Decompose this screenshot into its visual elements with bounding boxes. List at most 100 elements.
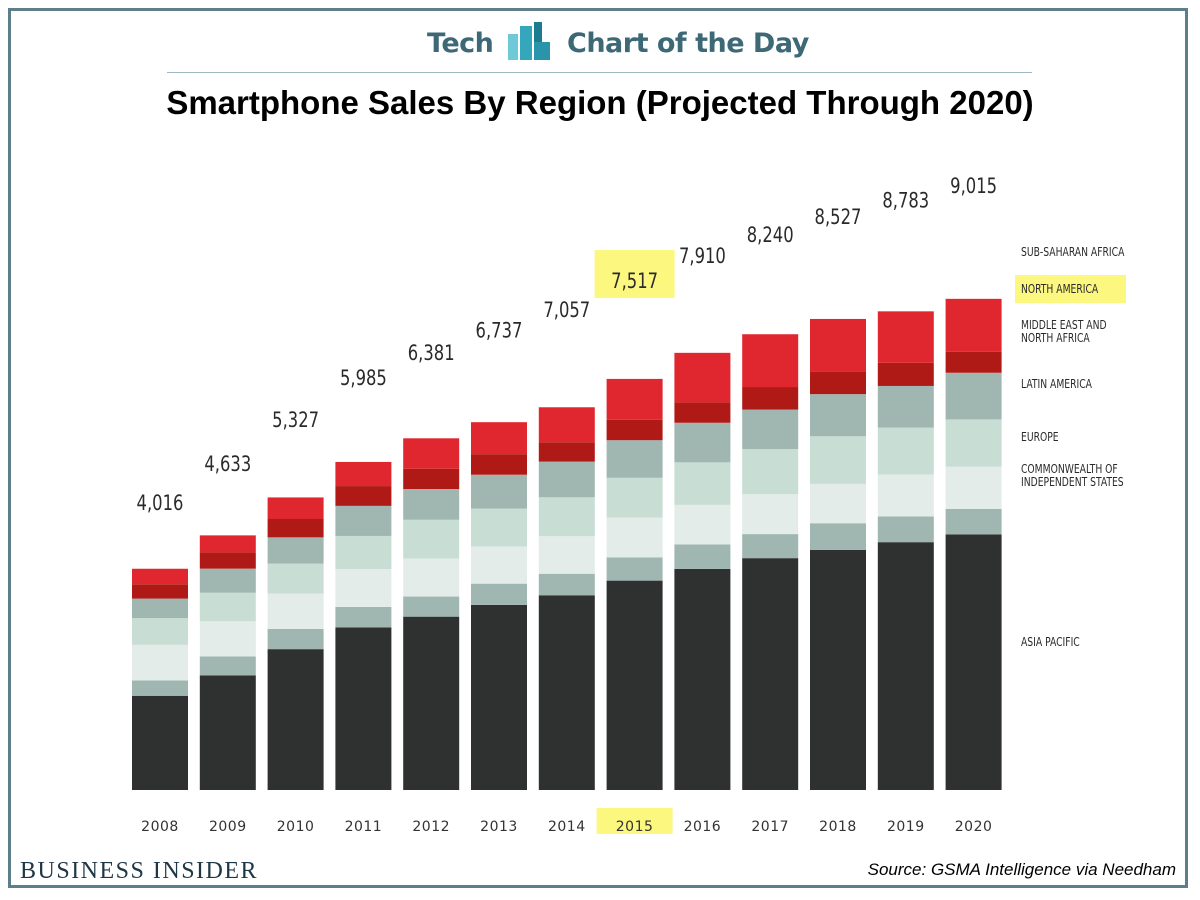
bar-segment-2013-5 (471, 454, 527, 475)
x-tick-label-2014: 2014 (548, 819, 586, 835)
total-label-2017: 8,240 (747, 224, 794, 247)
bar-segment-2016-3 (674, 462, 731, 505)
bar-segment-2012-0 (403, 616, 460, 790)
bar-segment-2012-1 (403, 596, 460, 617)
bar-segment-2019-5 (877, 362, 934, 386)
bar-segment-2019-0 (877, 542, 934, 790)
bar-segment-2017-5 (742, 387, 799, 410)
x-tick-label-2016: 2016 (684, 819, 722, 835)
bar-segment-2017-1 (742, 534, 799, 559)
bar-segment-2017-6 (742, 334, 799, 388)
bar-segment-2020-2 (945, 466, 1002, 509)
bar-segment-2013-4 (471, 474, 527, 509)
year-highlight (596, 808, 673, 834)
bar-segment-2010-5 (267, 519, 324, 538)
bar-segment-2010-6 (267, 497, 324, 520)
bar-segment-2013-1 (471, 583, 527, 605)
bar-segment-2019-2 (877, 474, 934, 517)
bar-segment-2012-5 (403, 468, 460, 489)
bar-segment-2015-6 (606, 378, 663, 420)
brand-tech: Tech (427, 28, 494, 59)
bar-segment-2014-1 (538, 573, 595, 596)
total-label-2020: 9,015 (950, 175, 997, 198)
business-insider-logo: BUSINESS INSIDER (20, 858, 259, 884)
x-tick-label-2020: 2020 (955, 819, 993, 835)
chart-title: Smartphone Sales By Region (Projected Th… (166, 84, 1034, 121)
chart-of-the-day-icon (508, 22, 550, 60)
bar-segment-2013-0 (471, 604, 527, 790)
bar-segment-2011-1 (335, 606, 392, 628)
bar-segment-2019-4 (877, 385, 934, 428)
bar-segment-2015-3 (606, 477, 663, 518)
total-label-2010: 5,327 (272, 409, 319, 432)
x-tick-label-2015: 2015 (616, 819, 654, 835)
bar-segment-2014-6 (538, 407, 595, 443)
bar-segment-2008-5 (132, 584, 188, 599)
total-label-2012: 6,381 (408, 342, 455, 365)
bar-segment-2008-2 (132, 644, 188, 681)
legend-label-asia-pacific: ASIA PACIFIC (1021, 634, 1080, 649)
x-tick-label-2013: 2013 (480, 819, 518, 835)
bar-segment-2011-0 (335, 627, 392, 790)
bar-segment-2020-1 (945, 508, 1002, 535)
bar-segment-2019-3 (877, 427, 934, 475)
bar-segment-2020-5 (945, 351, 1002, 373)
bar-segment-2011-2 (335, 569, 392, 607)
legend-label-commonwealth-of-independent-states: COMMONWEALTH OF INDEPENDENT STATES (1021, 461, 1124, 489)
x-tick-label-2011: 2011 (345, 819, 383, 835)
bar-segment-2017-4 (742, 409, 799, 450)
bar-segment-2017-3 (742, 449, 799, 495)
total-label-2009: 4,633 (204, 453, 251, 476)
bar-segment-2010-0 (267, 649, 324, 790)
bar-segment-2008-4 (132, 598, 188, 619)
bar-segment-2011-3 (335, 535, 392, 570)
bar-segment-2010-2 (267, 593, 324, 629)
bar-segment-2014-2 (538, 536, 595, 574)
bar-segment-2013-3 (471, 508, 527, 547)
source-note: Source: GSMA Intelligence via Needham (867, 860, 1176, 879)
legend-highlight (1015, 275, 1126, 303)
bar-segment-2011-4 (335, 505, 392, 536)
bar-segment-2011-6 (335, 461, 392, 487)
x-tick-label-2012: 2012 (412, 819, 450, 835)
bar-segment-2019-1 (877, 516, 934, 543)
x-tick-label-2009: 2009 (209, 819, 247, 835)
header-divider (167, 72, 1032, 73)
bar-segment-2014-5 (538, 442, 595, 462)
bar-segment-2019-6 (877, 311, 934, 363)
legend-label-europe: EUROPE (1021, 429, 1059, 444)
bar-segment-2009-2 (199, 621, 256, 657)
bar-segment-2012-3 (403, 519, 460, 559)
bar-segment-2016-2 (674, 504, 731, 545)
bar-segment-2009-4 (199, 568, 256, 593)
total-label-2019: 8,783 (882, 190, 929, 213)
bar-segment-2015-2 (606, 517, 663, 558)
total-label-2014: 7,057 (543, 299, 590, 322)
x-tick-label-2018: 2018 (819, 819, 857, 835)
bar-segment-2015-4 (606, 440, 663, 478)
bar-segment-2020-6 (945, 298, 1002, 352)
bar-segment-2011-5 (335, 486, 392, 506)
bar-segment-2020-0 (945, 534, 1002, 790)
total-label-2016: 7,910 (679, 245, 726, 268)
x-tick-label-2010: 2010 (277, 819, 315, 835)
bar-segment-2018-5 (810, 371, 866, 395)
bar-segment-2018-2 (810, 483, 866, 524)
bar-segment-2016-6 (674, 352, 731, 403)
bar-segment-2016-5 (674, 402, 731, 423)
x-tick-label-2008: 2008 (141, 819, 179, 835)
bar-segment-2016-0 (674, 568, 731, 790)
legend-label-north-america: NORTH AMERICA (1021, 281, 1098, 296)
bar-segment-2008-3 (132, 618, 188, 645)
bar-segment-2014-3 (538, 497, 595, 537)
total-label-2011: 5,985 (340, 367, 387, 390)
bar-segment-2009-0 (199, 675, 256, 790)
bar-segment-2012-2 (403, 558, 460, 597)
bar-segment-2013-6 (471, 422, 527, 455)
bar-segment-2014-4 (538, 461, 595, 498)
bar-segment-2020-3 (945, 419, 1002, 467)
bar-segment-2009-3 (199, 592, 256, 622)
bar-segment-2008-6 (132, 568, 188, 585)
bar-segment-2017-0 (742, 558, 799, 790)
